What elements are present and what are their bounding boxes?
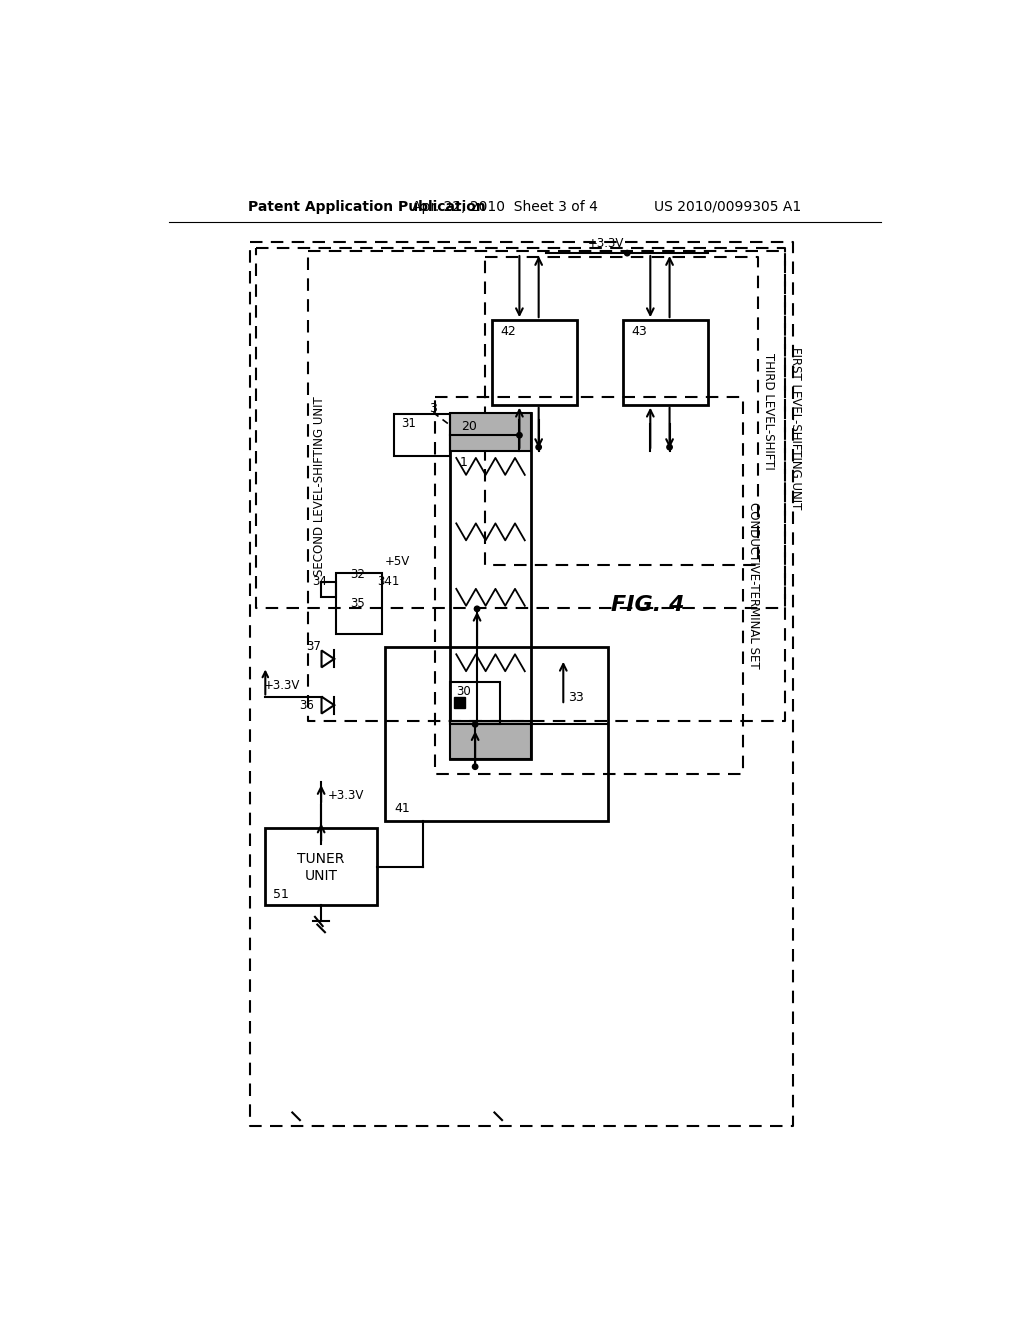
- Text: US 2010/0099305 A1: US 2010/0099305 A1: [654, 199, 802, 214]
- Text: 1: 1: [460, 455, 467, 469]
- Bar: [451, 412, 531, 759]
- Text: THIRD LEVEL-SHIFTI: THIRD LEVEL-SHIFTI: [763, 352, 775, 470]
- Bar: [321, 582, 336, 597]
- Circle shape: [517, 433, 522, 438]
- Circle shape: [474, 606, 480, 611]
- Text: +5V: +5V: [385, 554, 411, 568]
- Text: 41: 41: [394, 801, 410, 814]
- Text: 341: 341: [377, 576, 399, 589]
- Text: 35: 35: [350, 597, 365, 610]
- Text: 20: 20: [461, 420, 477, 433]
- Text: 36: 36: [299, 698, 313, 711]
- Text: +3.3V: +3.3V: [328, 789, 364, 803]
- Bar: [394, 414, 451, 457]
- Bar: [385, 647, 608, 821]
- Text: Patent Application Publication: Patent Application Publication: [248, 199, 485, 214]
- Bar: [454, 697, 465, 708]
- Text: 34: 34: [312, 576, 327, 589]
- Circle shape: [472, 764, 478, 770]
- Bar: [336, 573, 382, 635]
- Circle shape: [536, 445, 542, 450]
- Text: 43: 43: [631, 325, 647, 338]
- Text: 32: 32: [350, 568, 365, 581]
- Text: 51: 51: [273, 888, 289, 902]
- Bar: [493, 321, 578, 405]
- Bar: [451, 682, 500, 725]
- Bar: [624, 321, 708, 405]
- Text: FIG. 4: FIG. 4: [611, 595, 685, 615]
- Circle shape: [625, 251, 630, 256]
- Text: 37: 37: [306, 640, 322, 653]
- Bar: [451, 412, 531, 451]
- Text: TUNER: TUNER: [297, 853, 345, 866]
- Text: SECOND LEVEL-SHIFTING UNIT: SECOND LEVEL-SHIFTING UNIT: [313, 396, 327, 576]
- Circle shape: [667, 445, 672, 450]
- Text: CONDUCTIVE-TERMINAL SET: CONDUCTIVE-TERMINAL SET: [746, 503, 760, 669]
- Bar: [451, 721, 531, 759]
- Text: FIRST LEVEL-SHIFTING UNIT: FIRST LEVEL-SHIFTING UNIT: [790, 347, 803, 510]
- Text: 31: 31: [401, 417, 417, 430]
- Text: Apr. 22, 2010  Sheet 3 of 4: Apr. 22, 2010 Sheet 3 of 4: [412, 199, 597, 214]
- Bar: [265, 829, 377, 906]
- Circle shape: [472, 722, 478, 727]
- Text: 30: 30: [457, 685, 471, 698]
- Text: 42: 42: [500, 325, 516, 338]
- Text: +3.3V: +3.3V: [588, 236, 625, 249]
- Text: 33: 33: [568, 690, 584, 704]
- Text: +3.3V: +3.3V: [263, 680, 300, 693]
- Text: 3: 3: [429, 403, 437, 416]
- Text: UNIT: UNIT: [304, 869, 338, 883]
